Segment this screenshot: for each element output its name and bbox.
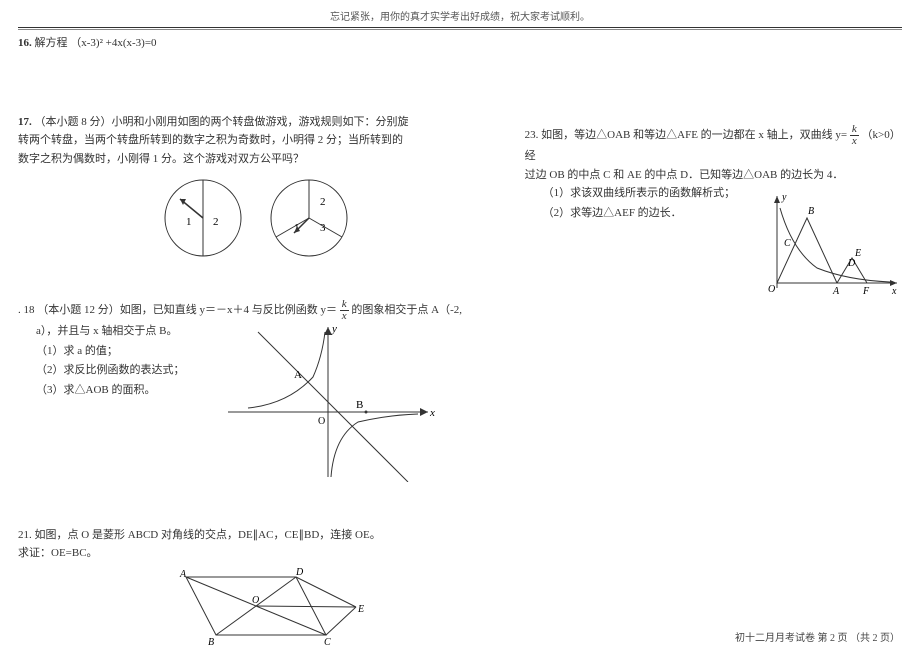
problem-21: 21. 如图，点 O 是菱形 ABCD 对角线的交点，DE∥AC，CE∥BD，连…	[18, 526, 495, 647]
q18-A: A	[294, 369, 302, 381]
q21-label: 21.	[18, 529, 32, 541]
q18-label: . 18	[18, 304, 35, 316]
q18-O: O	[318, 416, 325, 427]
q21-C: C	[324, 637, 331, 647]
spinner-left-lbl-2: 2	[213, 216, 219, 228]
q21-E: E	[357, 604, 364, 615]
spinner-left: 1 2	[158, 175, 248, 261]
q17-line2: 转两个转盘，当两个转盘所转到的数字之积为奇数时，小明得 2 分；当所转到的	[18, 134, 403, 146]
content-area: 16. 解方程 （x-3)² +4x(x-3)=0 17. （本小题 8 分）小…	[0, 34, 920, 661]
q18-sub2: （2）求反比例函数的表达式；	[36, 361, 218, 381]
q18-intro1: 如图，已知直线 y＝－x＋4 与反比例函数 y＝	[120, 304, 337, 316]
q23-figure: O A B C D E F x y	[762, 188, 902, 298]
q16-text: 解方程 （x-3)² +4x(x-3)=0	[35, 37, 157, 49]
left-column: 16. 解方程 （x-3)² +4x(x-3)=0 17. （本小题 8 分）小…	[18, 34, 515, 661]
spinner-left-lbl-1: 1	[186, 216, 192, 228]
q16-label: 16.	[18, 37, 32, 49]
q18-sub1: （1）求 a 的值；	[36, 342, 218, 362]
header-rule	[18, 27, 902, 30]
spinner-right-lbl-3: 3	[320, 222, 326, 234]
problem-16: 16. 解方程 （x-3)² +4x(x-3)=0	[18, 34, 495, 53]
q23-F: F	[862, 286, 870, 297]
q21-D: D	[295, 567, 304, 578]
q21-O: O	[252, 595, 259, 606]
q17-prefix: （本小题 8 分）	[35, 116, 112, 128]
q23-line2: 过边 OB 的中点 C 和 AE 的中点 D．已知等边△OAB 的边长为 4．	[525, 169, 844, 181]
q23-frac-den: x	[850, 136, 859, 147]
q23-fraction: k x	[850, 124, 859, 147]
q23-A: A	[832, 286, 840, 297]
right-column: 23. 如图，等边△OAB 和等边△AFE 的一边都在 x 轴上，双曲线 y= …	[515, 34, 902, 661]
q23-x: x	[891, 286, 897, 297]
q23-D: D	[847, 258, 856, 269]
problem-17: 17. （本小题 8 分）小明和小刚用如图的两个转盘做游戏，游戏规则如下：分别旋…	[18, 113, 495, 261]
q18-axis-x: x	[429, 407, 435, 419]
problem-23: 23. 如图，等边△OAB 和等边△AFE 的一边都在 x 轴上，双曲线 y= …	[525, 124, 902, 224]
q23-O: O	[768, 284, 775, 295]
q17-line1: 小明和小刚用如图的两个转盘做游戏，游戏规则如下：分别旋	[112, 116, 409, 128]
q23-B: B	[808, 206, 814, 217]
q23-y: y	[781, 192, 787, 203]
q23-label: 23.	[525, 129, 539, 141]
spinner-right-lbl-2: 2	[320, 196, 326, 208]
q23-E: E	[854, 248, 861, 259]
q18-axis-y: y	[331, 323, 337, 335]
spinner-right: 2 1 3	[264, 175, 354, 261]
q17-label: 17.	[18, 116, 32, 128]
q21-A: A	[179, 569, 187, 580]
q18-fraction: k x	[340, 299, 349, 322]
q17-line3: 数字之积为偶数时，小刚得 1 分。这个游戏对双方公平吗？	[18, 153, 304, 165]
q18-sub3: （3）求△AOB 的面积。	[36, 381, 218, 401]
page-header: 忘记紧张，用你的真才实学考出好成绩，祝大家考试顺利。	[0, 0, 920, 27]
problem-18: . 18 （本小题 12 分）如图，已知直线 y＝－x＋4 与反比例函数 y＝ …	[18, 299, 495, 482]
q18-frac-den: x	[340, 311, 349, 322]
q17-spinners: 1 2 2 1 3	[18, 175, 495, 261]
q18-prefix: （本小题 12 分）	[37, 304, 120, 316]
q21-line1: 如图，点 O 是菱形 ABCD 对角线的交点，DE∥AC，CE∥BD，连接 OE…	[35, 529, 381, 541]
q18-frac-num: k	[340, 299, 349, 311]
q18-figure: x y O A B	[218, 322, 495, 482]
page-footer: 初十二月月考试卷 第 2 页 （共 2 页）	[735, 629, 900, 644]
q23-intro1: 如图，等边△OAB 和等边△AFE 的一边都在 x 轴上，双曲线 y=	[541, 129, 847, 141]
q18-intro2: 的图象相交于点 A（-2,	[351, 304, 462, 316]
q18-B: B	[356, 399, 363, 411]
q18-line-a: a），并且与 x 轴相交于点 B。	[36, 322, 218, 342]
q21-B: B	[208, 637, 214, 647]
q21-figure: A D B C O E	[146, 567, 366, 647]
q21-line2: 求证：OE=BC。	[18, 547, 98, 559]
q23-C: C	[784, 238, 791, 249]
